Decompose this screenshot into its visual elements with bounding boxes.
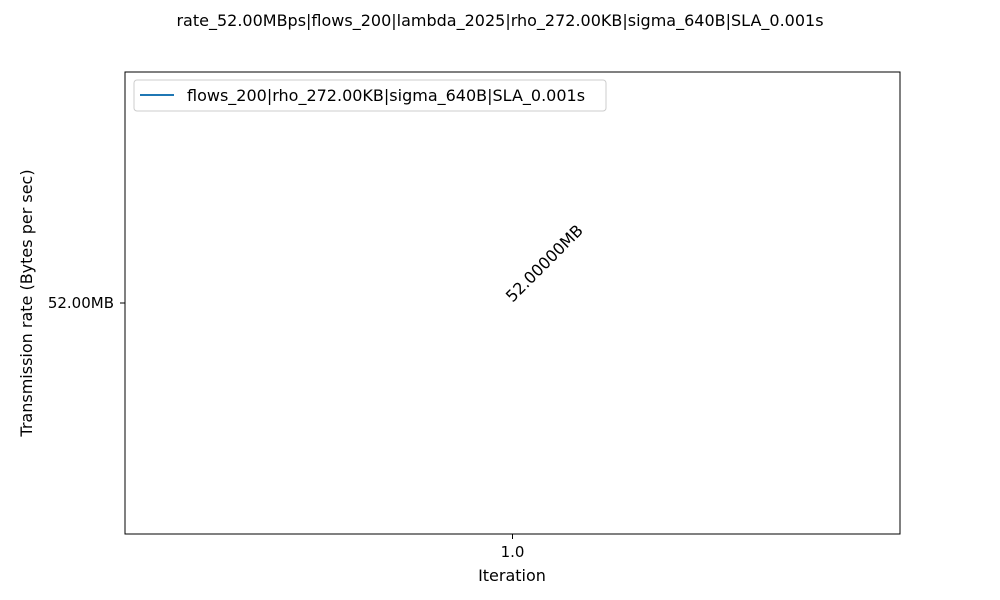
y-tick-label: 52.00MB [48,294,114,312]
x-tick-label: 1.0 [501,543,525,561]
legend: flows_200|rho_272.00KB|sigma_640B|SLA_0.… [133,79,607,112]
legend-entry-label: flows_200|rho_272.00KB|sigma_640B|SLA_0.… [187,86,585,106]
annotation-layer: 52.00000MB [502,221,587,306]
y-axis-label: Transmission rate (Bytes per sec) [17,169,36,437]
data-label: 52.00000MB [502,221,587,306]
chart-title: rate_52.00MBps|flows_200|lambda_2025|rho… [176,11,823,31]
ticks-layer: 1.0 52.00MB [48,294,525,561]
x-axis-label: Iteration [478,566,546,585]
legend-frame [133,79,607,112]
